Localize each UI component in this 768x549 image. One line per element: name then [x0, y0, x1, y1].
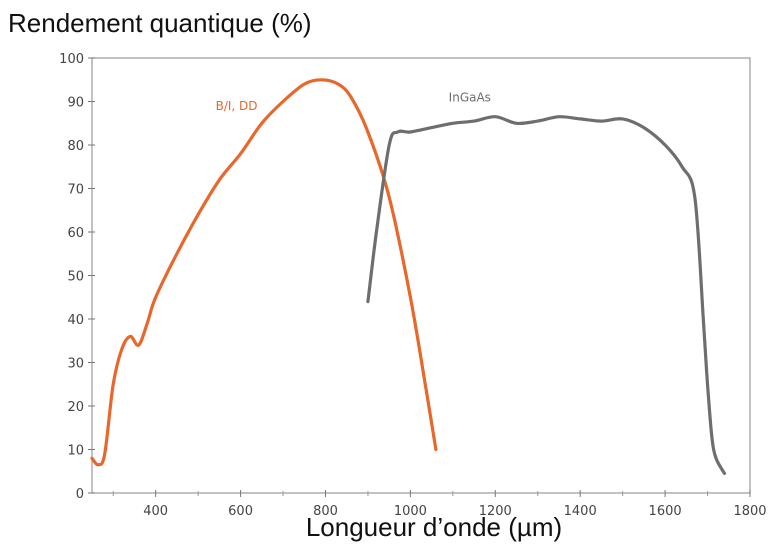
x-tick-label: 1600 — [649, 504, 682, 519]
y-tick-label: 100 — [59, 52, 84, 67]
y-tick-label: 20 — [67, 400, 84, 415]
x-tick-label: 1400 — [564, 504, 597, 519]
x-tick-label: 400 — [143, 504, 168, 519]
x-tick-label: 1000 — [394, 504, 427, 519]
x-tick-label: 1200 — [479, 504, 512, 519]
series-label-1: B/I, DD — [216, 99, 258, 113]
plot-frame — [91, 57, 751, 494]
y-axis-title: Rendement quantique (%) — [8, 8, 312, 38]
series-label-2: InGaAs — [449, 91, 491, 105]
y-tick-label: 80 — [67, 139, 84, 154]
x-tick-label: 800 — [313, 504, 338, 519]
x-tick-label: 600 — [228, 504, 253, 519]
y-tick-label: 60 — [67, 226, 84, 241]
series-line-1 — [90, 78, 438, 467]
y-tick-label: 30 — [67, 357, 84, 372]
series-line-2 — [366, 115, 727, 475]
y-tick-label: 0 — [76, 487, 84, 502]
y-tick-label: 90 — [67, 96, 84, 111]
y-tick-label: 50 — [67, 270, 84, 285]
x-tick-label: 1800 — [733, 504, 766, 519]
x-axis-title: Longueur d’onde (µm) — [305, 512, 563, 542]
y-tick-label: 70 — [67, 183, 84, 198]
y-tick-label: 10 — [67, 444, 84, 459]
y-tick-label: 40 — [67, 313, 84, 328]
